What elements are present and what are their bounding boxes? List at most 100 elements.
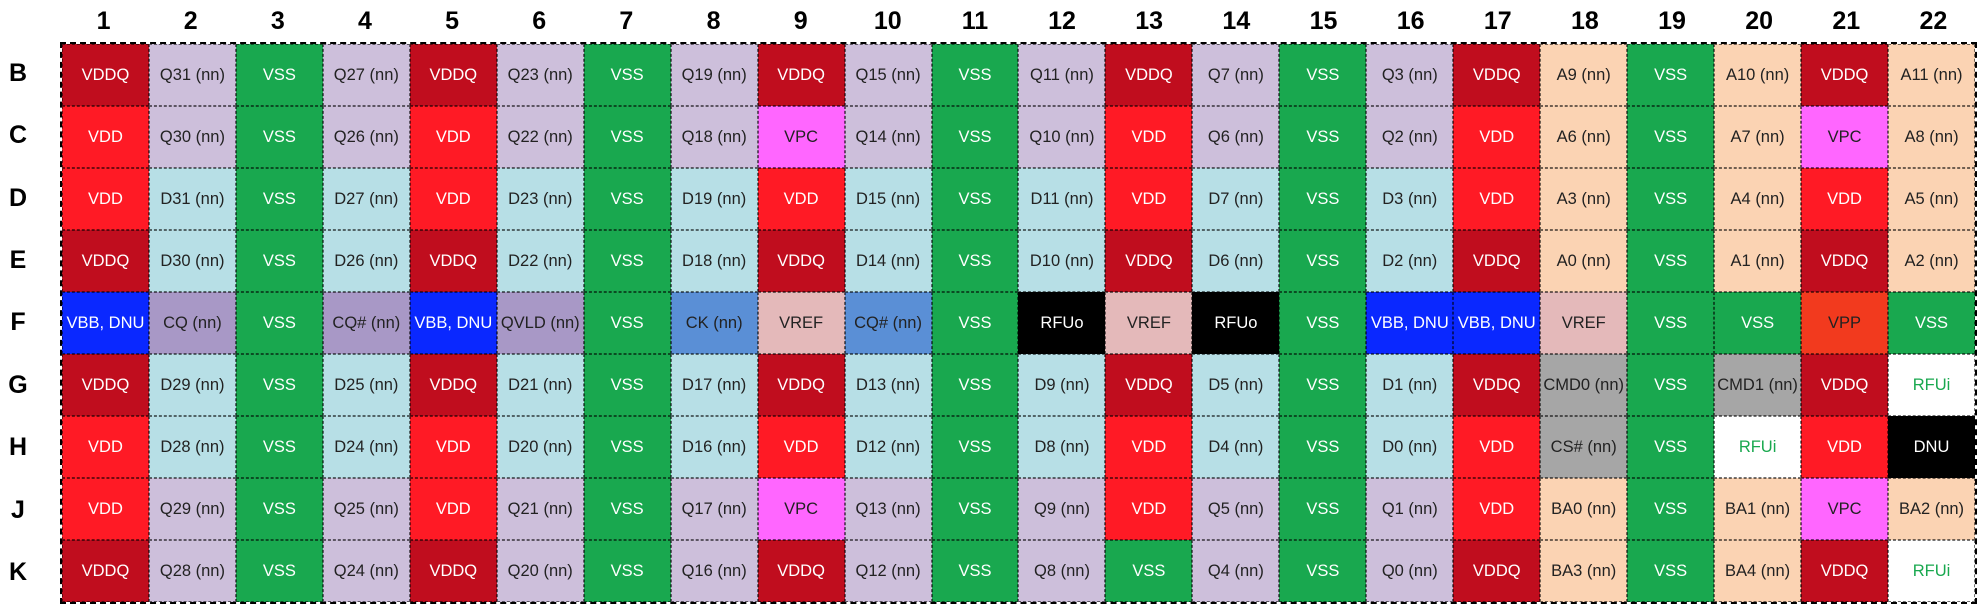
pin-cell-D22: A5 (nn) [1888,168,1975,230]
column-header: 14 [1222,6,1251,35]
pin-cell-G5: VDDQ [409,354,497,416]
pin-cell-J21: VPC [1801,478,1889,540]
pin-cell-D1: VDD [62,168,149,230]
pin-cell-B3: VSS [235,44,323,106]
pin-cell-G9: VDDQ [757,354,845,416]
pin-cell-C7: VSS [583,106,671,168]
pin-cell-G19: VSS [1627,354,1715,416]
pin-cell-F6: QVLD (nn) [496,292,584,354]
pin-cell-J9: VPC [757,478,845,540]
pin-cell-H16: D0 (nn) [1366,416,1454,478]
pin-cell-C19: VSS [1627,106,1715,168]
pin-cell-E20: A1 (nn) [1714,230,1802,292]
pin-cell-G14: D5 (nn) [1192,354,1280,416]
pin-cell-D15: VSS [1279,168,1367,230]
pin-cell-F3: VSS [235,292,323,354]
pin-cell-F21: VPP [1801,292,1889,354]
pin-cell-B1: VDDQ [62,44,149,106]
pin-cell-B10: Q15 (nn) [844,44,932,106]
pin-cell-K13: VSS [1105,540,1193,602]
pin-cell-B9: VDDQ [757,44,845,106]
pin-cell-E4: D26 (nn) [322,230,410,292]
pin-cell-G6: D21 (nn) [496,354,584,416]
pin-cell-G2: D29 (nn) [148,354,236,416]
row-header: G [8,370,28,399]
pin-cell-J19: VSS [1627,478,1715,540]
row-header: E [9,246,27,275]
pin-cell-H11: VSS [931,416,1019,478]
pin-cell-G3: VSS [235,354,323,416]
pin-cell-D8: D19 (nn) [670,168,758,230]
pin-cell-F12: RFUo [1018,292,1106,354]
pin-cell-K1: VDDQ [62,540,149,602]
pin-cell-B19: VSS [1627,44,1715,106]
pin-cell-C17: VDD [1453,106,1541,168]
pin-cell-G10: D13 (nn) [844,354,932,416]
pin-cell-E22: A2 (nn) [1888,230,1975,292]
pin-cell-D4: D27 (nn) [322,168,410,230]
pin-cell-E13: VDDQ [1105,230,1193,292]
pin-cell-J11: VSS [931,478,1019,540]
pin-cell-C20: A7 (nn) [1714,106,1802,168]
column-header: 12 [1048,6,1076,35]
column-header: 21 [1832,6,1861,35]
pin-cell-F14: RFUo [1192,292,1280,354]
pin-cell-C1: VDD [62,106,149,168]
pin-cell-C18: A6 (nn) [1540,106,1628,168]
pin-cell-C2: Q30 (nn) [148,106,236,168]
pinout-grid: VDDQ Q31 (nn) VSS Q27 (nn) VDDQ Q23 (nn) VSS Q1… [60,42,1977,604]
pin-cell-G15: VSS [1279,354,1367,416]
pin-cell-J20: BA1 (nn) [1714,478,1802,540]
pin-cell-H10: D12 (nn) [844,416,932,478]
pin-cell-K8: Q16 (nn) [670,540,758,602]
pin-cell-D13: VDD [1105,168,1193,230]
pin-cell-G21: VDDQ [1801,354,1889,416]
pin-cell-K16: Q0 (nn) [1366,540,1454,602]
pin-cell-F2: CQ (nn) [148,292,236,354]
pin-cell-C22: A8 (nn) [1888,106,1975,168]
pin-cell-K20: BA4 (nn) [1714,540,1802,602]
pin-cell-H9: VDD [757,416,845,478]
pin-cell-D18: A3 (nn) [1540,168,1628,230]
pin-cell-C21: VPC [1801,106,1889,168]
row-header: B [8,58,28,87]
pin-cell-H7: VSS [583,416,671,478]
pin-cell-E5: VDDQ [409,230,497,292]
pin-cell-G16: D1 (nn) [1366,354,1454,416]
pin-cell-B15: VSS [1279,44,1367,106]
pin-cell-F17: VBB, DNU [1453,292,1541,354]
pin-cell-D5: VDD [409,168,497,230]
pin-cell-F9: VREF [757,292,845,354]
pin-cell-E9: VDDQ [757,230,845,292]
pin-cell-J1: VDD [62,478,149,540]
pin-cell-E12: D10 (nn) [1018,230,1106,292]
pin-cell-C16: Q2 (nn) [1366,106,1454,168]
row-header: C [8,121,28,150]
column-header: 19 [1658,6,1686,35]
pin-cell-B16: Q3 (nn) [1366,44,1454,106]
column-header: 11 [961,6,989,35]
pin-cell-H18: CS# (nn) [1540,416,1628,478]
pin-cell-G1: VDDQ [62,354,149,416]
column-header: 3 [270,6,285,35]
pin-cell-D6: D23 (nn) [496,168,584,230]
pin-cell-B18: A9 (nn) [1540,44,1628,106]
column-header: 2 [183,6,198,35]
pin-cell-J13: VDD [1105,478,1193,540]
pin-cell-E18: A0 (nn) [1540,230,1628,292]
column-header: 15 [1309,6,1338,35]
pin-cell-B11: VSS [931,44,1019,106]
pin-cell-J18: BA0 (nn) [1540,478,1628,540]
column-header: 1 [96,6,111,35]
pin-cell-K10: Q12 (nn) [844,540,932,602]
pin-cell-D10: D15 (nn) [844,168,932,230]
pin-cell-C14: Q6 (nn) [1192,106,1280,168]
pin-cell-D9: VDD [757,168,845,230]
pin-cell-H22: DNU [1888,416,1975,478]
pin-cell-C10: Q14 (nn) [844,106,932,168]
pin-cell-B8: Q19 (nn) [670,44,758,106]
pin-cell-B2: Q31 (nn) [148,44,236,106]
pin-cell-B22: A11 (nn) [1888,44,1975,106]
pin-cell-J17: VDD [1453,478,1541,540]
pin-cell-H17: VDD [1453,416,1541,478]
